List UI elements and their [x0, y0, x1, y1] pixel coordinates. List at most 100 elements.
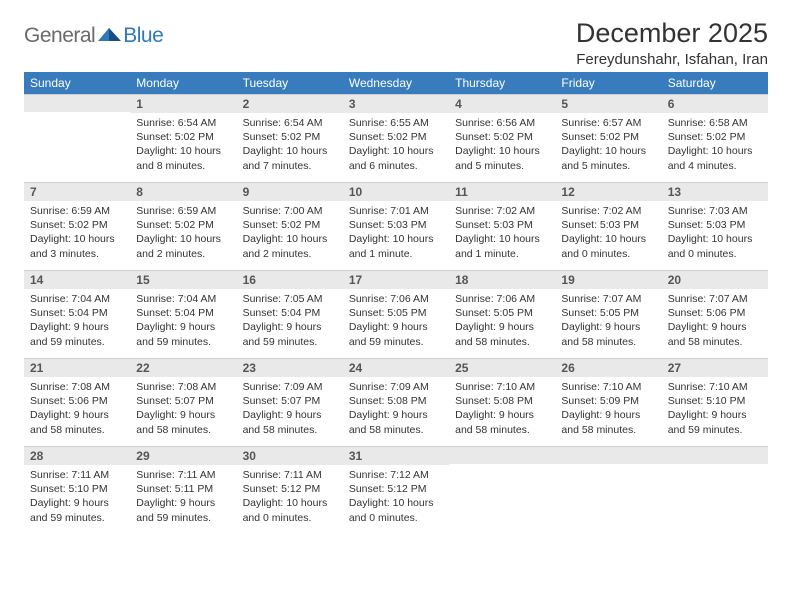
calendar-day-cell: 15Sunrise: 7:04 AMSunset: 5:04 PMDayligh… — [130, 270, 236, 358]
day-number: 28 — [24, 446, 130, 465]
day-number: 21 — [24, 358, 130, 377]
day-number: 26 — [555, 358, 661, 377]
weekday-header: Monday — [130, 72, 236, 94]
day-number: 31 — [343, 446, 449, 465]
calendar-week-row: 7Sunrise: 6:59 AMSunset: 5:02 PMDaylight… — [24, 182, 768, 270]
logo-text-general: General — [24, 24, 95, 48]
day-number: 17 — [343, 270, 449, 289]
day-details: Sunrise: 7:03 AMSunset: 5:03 PMDaylight:… — [662, 201, 768, 267]
calendar-day-cell: 9Sunrise: 7:00 AMSunset: 5:02 PMDaylight… — [237, 182, 343, 270]
day-details: Sunrise: 7:09 AMSunset: 5:08 PMDaylight:… — [343, 377, 449, 443]
calendar-day-cell: 14Sunrise: 7:04 AMSunset: 5:04 PMDayligh… — [24, 270, 130, 358]
day-details: Sunrise: 6:58 AMSunset: 5:02 PMDaylight:… — [662, 113, 768, 179]
calendar-day-cell: 29Sunrise: 7:11 AMSunset: 5:11 PMDayligh… — [130, 446, 236, 534]
calendar-day-cell: 21Sunrise: 7:08 AMSunset: 5:06 PMDayligh… — [24, 358, 130, 446]
day-details: Sunrise: 7:08 AMSunset: 5:07 PMDaylight:… — [130, 377, 236, 443]
calendar-day-cell: 31Sunrise: 7:12 AMSunset: 5:12 PMDayligh… — [343, 446, 449, 534]
calendar-day-cell: 17Sunrise: 7:06 AMSunset: 5:05 PMDayligh… — [343, 270, 449, 358]
calendar-day-cell: 27Sunrise: 7:10 AMSunset: 5:10 PMDayligh… — [662, 358, 768, 446]
day-details: Sunrise: 6:59 AMSunset: 5:02 PMDaylight:… — [24, 201, 130, 267]
day-number: 12 — [555, 182, 661, 201]
calendar-day-cell: 19Sunrise: 7:07 AMSunset: 5:05 PMDayligh… — [555, 270, 661, 358]
day-details: Sunrise: 7:04 AMSunset: 5:04 PMDaylight:… — [24, 289, 130, 355]
calendar-day-cell — [449, 446, 555, 534]
calendar-day-cell: 22Sunrise: 7:08 AMSunset: 5:07 PMDayligh… — [130, 358, 236, 446]
logo-mark-icon — [98, 25, 122, 48]
day-number: 27 — [662, 358, 768, 377]
day-details: Sunrise: 7:07 AMSunset: 5:06 PMDaylight:… — [662, 289, 768, 355]
calendar-day-cell: 23Sunrise: 7:09 AMSunset: 5:07 PMDayligh… — [237, 358, 343, 446]
day-details: Sunrise: 6:54 AMSunset: 5:02 PMDaylight:… — [130, 113, 236, 179]
calendar-day-cell: 30Sunrise: 7:11 AMSunset: 5:12 PMDayligh… — [237, 446, 343, 534]
day-number: 1 — [130, 94, 236, 113]
weekday-header: Saturday — [662, 72, 768, 94]
day-number: 24 — [343, 358, 449, 377]
calendar-day-cell: 26Sunrise: 7:10 AMSunset: 5:09 PMDayligh… — [555, 358, 661, 446]
day-number: 19 — [555, 270, 661, 289]
day-details: Sunrise: 7:02 AMSunset: 5:03 PMDaylight:… — [449, 201, 555, 267]
day-number: 14 — [24, 270, 130, 289]
day-number: 5 — [555, 94, 661, 113]
day-number: 25 — [449, 358, 555, 377]
day-details: Sunrise: 7:07 AMSunset: 5:05 PMDaylight:… — [555, 289, 661, 355]
day-details: Sunrise: 6:59 AMSunset: 5:02 PMDaylight:… — [130, 201, 236, 267]
day-number: 3 — [343, 94, 449, 113]
calendar-day-cell: 24Sunrise: 7:09 AMSunset: 5:08 PMDayligh… — [343, 358, 449, 446]
calendar-day-cell — [662, 446, 768, 534]
day-details: Sunrise: 7:08 AMSunset: 5:06 PMDaylight:… — [24, 377, 130, 443]
day-number: 23 — [237, 358, 343, 377]
day-number: 2 — [237, 94, 343, 113]
day-number: 4 — [449, 94, 555, 113]
calendar-day-cell: 13Sunrise: 7:03 AMSunset: 5:03 PMDayligh… — [662, 182, 768, 270]
weekday-header: Friday — [555, 72, 661, 94]
day-details: Sunrise: 7:04 AMSunset: 5:04 PMDaylight:… — [130, 289, 236, 355]
day-number: 10 — [343, 182, 449, 201]
title-block: December 2025 Fereydunshahr, Isfahan, Ir… — [576, 18, 768, 68]
calendar-day-cell: 5Sunrise: 6:57 AMSunset: 5:02 PMDaylight… — [555, 94, 661, 182]
day-number: 8 — [130, 182, 236, 201]
calendar-week-row: 21Sunrise: 7:08 AMSunset: 5:06 PMDayligh… — [24, 358, 768, 446]
calendar-day-cell: 28Sunrise: 7:11 AMSunset: 5:10 PMDayligh… — [24, 446, 130, 534]
day-details: Sunrise: 7:11 AMSunset: 5:11 PMDaylight:… — [130, 465, 236, 531]
empty-day-bar — [24, 94, 130, 112]
weekday-header: Sunday — [24, 72, 130, 94]
calendar-day-cell: 2Sunrise: 6:54 AMSunset: 5:02 PMDaylight… — [237, 94, 343, 182]
weekday-header: Wednesday — [343, 72, 449, 94]
day-number: 18 — [449, 270, 555, 289]
day-number: 11 — [449, 182, 555, 201]
day-details: Sunrise: 7:12 AMSunset: 5:12 PMDaylight:… — [343, 465, 449, 531]
day-number: 29 — [130, 446, 236, 465]
day-number: 13 — [662, 182, 768, 201]
calendar-table: SundayMondayTuesdayWednesdayThursdayFrid… — [24, 72, 768, 534]
calendar-day-cell — [24, 94, 130, 182]
weekday-row: SundayMondayTuesdayWednesdayThursdayFrid… — [24, 72, 768, 94]
header-row: General Blue December 2025 Fereydunshahr… — [24, 18, 768, 68]
logo: General Blue — [24, 24, 163, 48]
calendar-day-cell: 10Sunrise: 7:01 AMSunset: 5:03 PMDayligh… — [343, 182, 449, 270]
day-number: 20 — [662, 270, 768, 289]
day-number: 16 — [237, 270, 343, 289]
calendar-day-cell — [555, 446, 661, 534]
calendar-body: 1Sunrise: 6:54 AMSunset: 5:02 PMDaylight… — [24, 94, 768, 534]
empty-day-bar — [662, 446, 768, 464]
calendar-day-cell: 6Sunrise: 6:58 AMSunset: 5:02 PMDaylight… — [662, 94, 768, 182]
calendar-day-cell: 11Sunrise: 7:02 AMSunset: 5:03 PMDayligh… — [449, 182, 555, 270]
day-details: Sunrise: 7:05 AMSunset: 5:04 PMDaylight:… — [237, 289, 343, 355]
day-details: Sunrise: 6:57 AMSunset: 5:02 PMDaylight:… — [555, 113, 661, 179]
month-title: December 2025 — [576, 18, 768, 49]
day-number: 6 — [662, 94, 768, 113]
empty-day-bar — [449, 446, 555, 464]
calendar-week-row: 14Sunrise: 7:04 AMSunset: 5:04 PMDayligh… — [24, 270, 768, 358]
day-details: Sunrise: 7:09 AMSunset: 5:07 PMDaylight:… — [237, 377, 343, 443]
calendar-day-cell: 8Sunrise: 6:59 AMSunset: 5:02 PMDaylight… — [130, 182, 236, 270]
weekday-header: Thursday — [449, 72, 555, 94]
location: Fereydunshahr, Isfahan, Iran — [576, 51, 768, 68]
day-details: Sunrise: 6:56 AMSunset: 5:02 PMDaylight:… — [449, 113, 555, 179]
calendar-head: SundayMondayTuesdayWednesdayThursdayFrid… — [24, 72, 768, 94]
calendar-day-cell: 16Sunrise: 7:05 AMSunset: 5:04 PMDayligh… — [237, 270, 343, 358]
day-details: Sunrise: 7:11 AMSunset: 5:10 PMDaylight:… — [24, 465, 130, 531]
day-details: Sunrise: 7:01 AMSunset: 5:03 PMDaylight:… — [343, 201, 449, 267]
day-number: 22 — [130, 358, 236, 377]
day-details: Sunrise: 7:11 AMSunset: 5:12 PMDaylight:… — [237, 465, 343, 531]
day-number: 30 — [237, 446, 343, 465]
